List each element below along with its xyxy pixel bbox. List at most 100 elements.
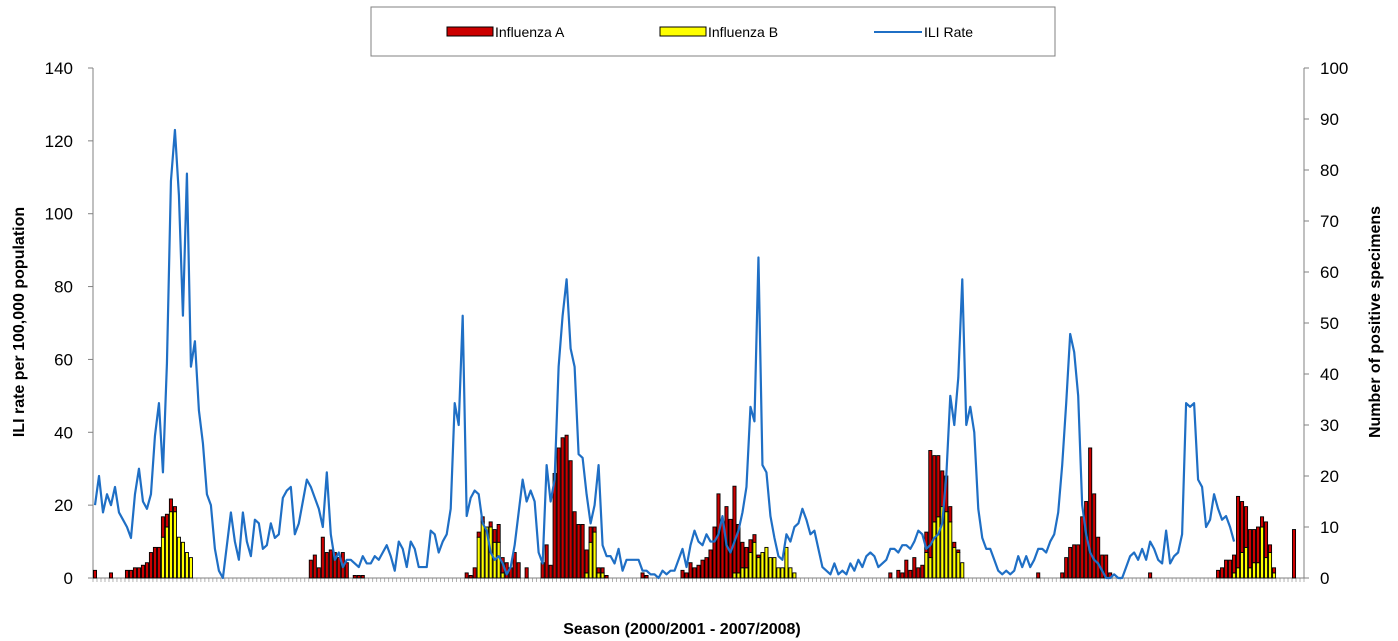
bar-influenza-a: [928, 450, 933, 559]
bar-influenza-a: [572, 511, 577, 579]
bar-influenza-a: [744, 546, 749, 569]
bar-influenza-a: [108, 572, 113, 579]
bar-influenza-a: [92, 569, 98, 579]
bar-influenza-b: [944, 511, 949, 579]
bar-influenza-a: [568, 460, 573, 579]
y-right-tick-label: 40: [1320, 365, 1339, 384]
bar-influenza-b: [164, 526, 169, 579]
bar-influenza-a: [1260, 516, 1265, 528]
bar-influenza-b: [932, 521, 937, 579]
bar-influenza-b: [160, 536, 165, 579]
bar-influenza-b: [764, 546, 769, 579]
bar-influenza-a: [516, 562, 521, 579]
bar-influenza-a: [684, 572, 689, 579]
bar-influenza-b: [500, 572, 505, 579]
bar-influenza-a: [564, 434, 569, 579]
bar-influenza-a: [1244, 506, 1249, 548]
bar-influenza-a: [524, 567, 529, 579]
bar-influenza-a: [584, 549, 589, 574]
bar-influenza-a: [948, 506, 953, 523]
bar-influenza-a: [152, 546, 157, 579]
y-left-tick-label: 100: [45, 205, 73, 224]
bar-influenza-b: [960, 562, 965, 579]
bar-influenza-b: [928, 557, 933, 579]
bar-influenza-b: [756, 557, 761, 579]
bar-influenza-b: [748, 552, 753, 579]
axes: 0 20 40 60 80 100 120 140 0 10 20 30 40 50 60 70 80 90 100: [45, 59, 1349, 588]
bar-influenza-a: [324, 552, 329, 579]
bar-influenza-a: [592, 526, 597, 533]
bar-influenza-a: [932, 455, 937, 523]
bar-influenza-a: [712, 526, 717, 579]
bar-influenza-b: [1240, 552, 1245, 579]
bar-influenza-b: [1260, 526, 1265, 579]
bar-influenza-a: [644, 575, 649, 579]
bar-influenza-a: [920, 564, 925, 579]
bar-influenza-b: [1256, 562, 1261, 579]
bar-influenza-a: [316, 567, 321, 579]
bar-influenza-a: [740, 541, 745, 569]
bar-influenza-a: [1256, 526, 1261, 564]
bar-influenza-a: [604, 575, 609, 579]
legend-swatch-influenza-b: [659, 26, 707, 37]
bar-influenza-a: [148, 552, 153, 579]
bar-influenza-a: [752, 534, 757, 543]
bar-influenza-b: [948, 521, 953, 579]
bar-influenza-b: [600, 572, 605, 579]
bar-influenza-a: [540, 562, 545, 579]
bar-influenza-a: [692, 567, 697, 579]
y-right-tick-label: 50: [1320, 314, 1339, 333]
bar-influenza-a: [560, 437, 565, 579]
y-right-tick-label: 100: [1320, 59, 1348, 78]
bar-influenza-b: [936, 516, 941, 579]
bar-influenza-a: [488, 521, 493, 528]
y-left-tick-label: 120: [45, 132, 73, 151]
bar-influenza-a: [136, 567, 141, 579]
y-left-tick-label: 0: [64, 569, 73, 588]
bar-influenza-b: [952, 546, 957, 579]
y-left-tick-label: 80: [54, 278, 73, 297]
y-left-tick-label: 60: [54, 350, 73, 369]
bar-influenza-a: [156, 546, 161, 579]
bar-influenza-a: [900, 572, 905, 579]
bar-influenza-a: [1268, 544, 1273, 553]
bar-influenza-a: [336, 557, 341, 579]
bar-influenza-a: [912, 557, 917, 579]
bar-influenza-a: [896, 569, 901, 579]
bar-influenza-b: [736, 572, 741, 579]
bar-influenza-b: [480, 521, 485, 579]
bar-influenza-a: [1291, 529, 1297, 579]
bar-influenza-b: [772, 557, 777, 579]
x-axis-title: Season (2000/2001 - 2007/2008): [563, 621, 801, 638]
ili-rate-line-layer: [93, 128, 1236, 580]
bar-influenza-a: [352, 575, 357, 579]
bar-influenza-a: [756, 554, 761, 559]
bar-influenza-a: [1220, 567, 1225, 579]
bar-influenza-b: [1268, 552, 1273, 579]
bar-influenza-a: [544, 544, 549, 579]
bar-influenza-a: [904, 559, 909, 579]
bar-influenza-a: [748, 539, 753, 553]
bar-influenza-a: [1080, 516, 1085, 579]
bar-influenza-a: [1096, 536, 1101, 579]
ili-rate-line: [93, 128, 1236, 580]
bar-influenza-b: [768, 557, 773, 579]
bar-influenza-a: [464, 572, 469, 579]
bar-influenza-a: [476, 531, 481, 538]
bar-influenza-a: [1092, 493, 1097, 579]
bar-influenza-a: [1264, 521, 1269, 559]
bar-influenza-a: [1036, 572, 1041, 579]
bar-influenza-b: [584, 572, 589, 579]
legend-swatch-influenza-a: [446, 26, 494, 37]
bar-influenza-a: [952, 541, 957, 548]
bar-influenza-a: [1272, 567, 1277, 574]
bar-influenza-a: [936, 455, 941, 518]
bar-influenza-b: [1236, 567, 1241, 579]
bar-influenza-b: [792, 572, 797, 579]
bar-influenza-a: [1088, 447, 1093, 579]
bar-influenza-b: [588, 541, 593, 579]
bar-influenza-a: [128, 569, 133, 579]
y-left-tick-label: 40: [54, 423, 73, 442]
bar-influenza-b: [592, 531, 597, 579]
